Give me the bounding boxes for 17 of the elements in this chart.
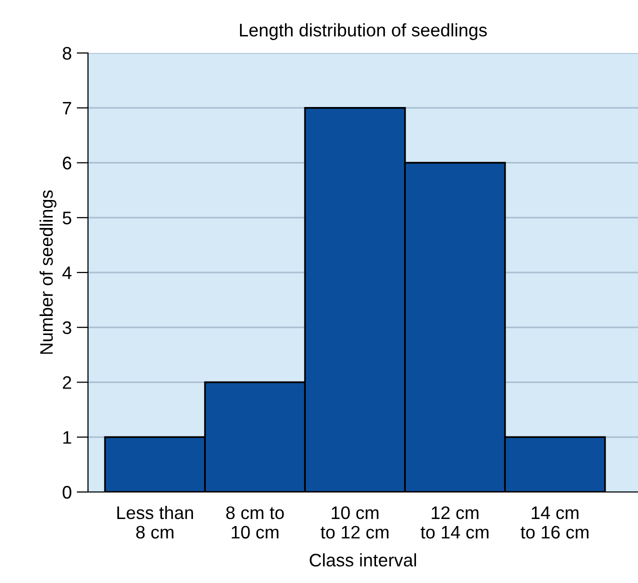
x-tick-label: 8 cm to 10 cm <box>226 506 284 539</box>
y-tick-label: 2 <box>62 376 72 389</box>
x-tick-label: 10 cm to 12 cm <box>320 506 388 539</box>
x-tick-label: 14 cm to 16 cm <box>520 506 588 539</box>
y-tick-label: 4 <box>62 266 72 280</box>
y-tick-label: 8 <box>62 46 72 60</box>
y-tick-label: 3 <box>62 321 72 334</box>
x-axis-title: Class interval <box>310 553 416 567</box>
x-tick-label: 12 cm to 14 cm <box>420 506 488 539</box>
y-tick-label: 0 <box>62 486 72 499</box>
y-tick-label: 7 <box>62 102 72 114</box>
y-tick-label: 6 <box>62 156 72 170</box>
y-tick-label: 5 <box>62 212 72 224</box>
y-axis-title: Number of seedlings <box>40 190 56 354</box>
chart-title: Length distribution of seedlings <box>240 23 487 40</box>
y-tick-label: 1 <box>63 431 72 444</box>
x-tick-label: Less than 8 cm <box>117 506 193 539</box>
